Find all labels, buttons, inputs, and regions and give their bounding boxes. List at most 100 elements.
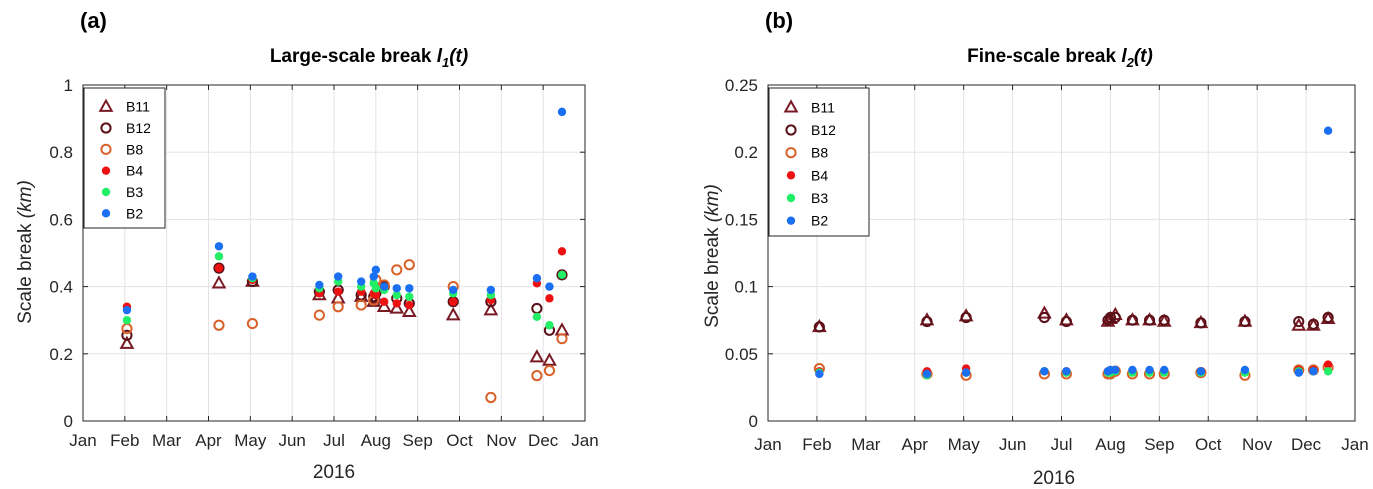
data-marks-b — [811, 126, 1336, 381]
series-b4 — [122, 247, 567, 311]
y-tick-label: 0.2 — [49, 345, 73, 364]
data-point-b12 — [1322, 311, 1334, 324]
data-point-b2 — [380, 282, 389, 291]
data-point-b3 — [214, 252, 224, 261]
data-point-b3 — [371, 284, 381, 293]
data-point-b2 — [315, 280, 324, 290]
series-b8 — [813, 361, 1334, 381]
data-point-b8 — [121, 323, 133, 335]
y-axis-label-a-main: Scale break — [15, 218, 36, 324]
x-tick-label: Jun — [999, 435, 1026, 454]
x-tick-label: Mar — [851, 435, 881, 454]
legend-box — [768, 87, 870, 237]
y-tick-label: 0 — [749, 412, 758, 431]
data-point-b4 — [545, 294, 554, 303]
x-tick-label: Aug — [361, 431, 391, 450]
y-tick-label: 0.2 — [734, 143, 758, 162]
chart-title-b-sub: 2 — [1126, 55, 1135, 70]
legend-label-b4: B4 — [126, 163, 143, 179]
x-tick-label: Apr — [195, 431, 222, 450]
data-point-b2 — [122, 305, 132, 315]
x-tick-labels-b: Jan Feb Mar Apr May Jun Jul Aug Sep Oct Nov Dec Jan — [754, 435, 1368, 454]
data-point-b8 — [355, 299, 367, 311]
y-tick-label: 0.15 — [725, 210, 758, 229]
data-point-b4 — [1323, 360, 1333, 369]
x-tick-label: Jan — [571, 431, 598, 450]
data-point-b12 — [1158, 314, 1170, 326]
data-point-b4 — [214, 263, 224, 273]
data-point-b12 — [1126, 314, 1139, 326]
data-point-b2 — [961, 368, 971, 377]
data-marks-a — [119, 107, 570, 404]
data-point-b2 — [545, 282, 554, 291]
x-tick-label: Dec — [1291, 435, 1322, 454]
chart-title-a: Large-scale break l1(t) — [270, 46, 468, 70]
series-b12 — [813, 311, 1334, 333]
legend-label-b11: B11 — [811, 99, 835, 115]
data-point-b12 — [1109, 311, 1121, 324]
legend-marker-b4 — [101, 166, 111, 175]
data-point-b11 — [1058, 312, 1074, 326]
data-point-b11 — [445, 307, 461, 321]
data-point-b2 — [214, 242, 224, 251]
legend-label-b11: B11 — [126, 99, 150, 115]
chart-title-b: Fine-scale break l2(t) — [967, 46, 1153, 70]
data-point-b2 — [371, 265, 381, 274]
ticks-b — [767, 84, 1356, 422]
data-point-b2 — [1040, 367, 1049, 376]
y-axis-label-a-unit: (km) — [15, 180, 36, 218]
data-point-b11 — [211, 275, 227, 289]
data-point-b4 — [392, 299, 401, 308]
data-point-b3 — [557, 270, 567, 280]
data-point-b3 — [1323, 367, 1333, 376]
data-point-b12 — [213, 262, 225, 274]
series-b2 — [122, 107, 567, 315]
data-point-b12 — [921, 315, 933, 328]
data-point-b8 — [556, 333, 568, 345]
x-tick-label: Oct — [446, 431, 473, 450]
data-point-b2 — [1309, 367, 1318, 376]
legend-marker-b3 — [786, 193, 796, 203]
legend-marker-b4 — [786, 171, 796, 180]
data-point-b11 — [958, 308, 974, 322]
x-tick-label: Dec — [528, 431, 559, 450]
x-axis-label-a: 2016 — [313, 462, 355, 483]
data-point-b8 — [213, 319, 225, 331]
data-point-b2 — [1145, 365, 1154, 375]
chart-title-b-main: Fine-scale break — [967, 46, 1121, 67]
legend-marker-b12 — [100, 122, 112, 134]
y-tick-label: 1 — [64, 76, 73, 95]
data-point-b12 — [1143, 314, 1156, 326]
data-point-b2 — [248, 272, 257, 281]
data-point-b12 — [813, 321, 825, 333]
series-b2 — [815, 126, 1333, 379]
x-tick-label: May — [948, 435, 981, 454]
legend-label-b12: B12 — [126, 120, 151, 136]
data-point-b12 — [1104, 311, 1117, 324]
data-point-b2 — [333, 272, 343, 281]
data-point-b11 — [919, 312, 935, 326]
y-axis-label-b-unit: (km) — [702, 184, 723, 222]
data-point-b11 — [529, 349, 545, 363]
data-point-b8 — [485, 391, 497, 404]
data-point-b3 — [405, 292, 414, 301]
legend-b: B11 B12 B8 B4 B3 B2 — [768, 87, 870, 237]
x-tick-label: Jul — [1051, 435, 1073, 454]
data-point-b2 — [369, 272, 378, 281]
data-point-b12 — [531, 302, 543, 315]
data-point-b8 — [531, 370, 543, 382]
data-point-b12 — [1060, 315, 1072, 328]
legend-marker-b11 — [783, 99, 799, 113]
data-point-b2 — [405, 284, 414, 293]
x-tick-label: Feb — [802, 435, 831, 454]
data-point-b12 — [1239, 315, 1251, 328]
data-point-b11 — [119, 335, 135, 349]
legend-label-b2: B2 — [811, 213, 828, 229]
data-point-b2 — [532, 274, 542, 283]
data-point-b12 — [1293, 315, 1305, 328]
data-point-b4 — [405, 300, 414, 310]
chart-panel-a: (a) Large-scale break l1(t) 00.20.40.60.… — [15, 8, 599, 483]
data-point-b11 — [483, 302, 499, 316]
legend-label-b8: B8 — [811, 145, 828, 161]
